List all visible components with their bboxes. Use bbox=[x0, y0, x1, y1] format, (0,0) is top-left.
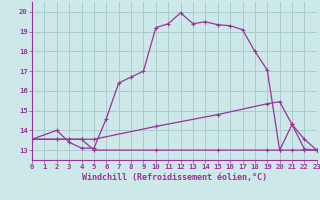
X-axis label: Windchill (Refroidissement éolien,°C): Windchill (Refroidissement éolien,°C) bbox=[82, 173, 267, 182]
